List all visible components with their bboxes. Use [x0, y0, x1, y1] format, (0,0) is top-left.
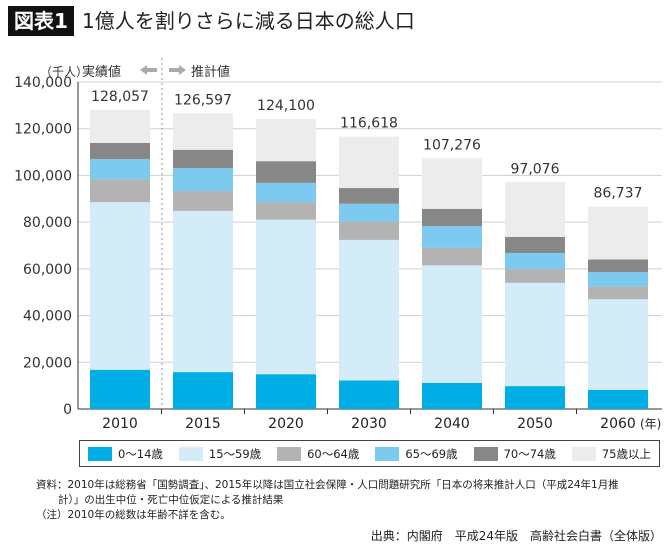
x-unit-label: (年): [640, 417, 661, 431]
bar-segment: [90, 159, 150, 180]
legend-label: 15〜59歳: [208, 446, 262, 461]
legend-swatch: [87, 446, 112, 461]
source-credit: 出典：内閣府 平成24年版 高齢社会白書（全体版）: [370, 529, 662, 543]
x-tick-label: 2030: [351, 416, 387, 432]
bar-segment: [505, 182, 565, 237]
bar-segment: [90, 179, 150, 203]
bar-segment: [588, 286, 648, 300]
y-tick-label: 140,000: [14, 75, 72, 91]
bar-segment: [422, 247, 482, 266]
bar-segment: [505, 282, 565, 387]
bar-segment: [256, 182, 316, 203]
total-label: 97,076: [511, 161, 560, 177]
legend-item: 15〜59歳: [178, 446, 262, 462]
arrow-right-icon: [169, 65, 186, 75]
legend-label: 0〜14歳: [117, 446, 163, 461]
bar-segment: [173, 149, 233, 169]
bar-segment: [422, 226, 482, 248]
notes: 資料：2010年は総務省「国勢調査」、2015年以降は国立社会保障・人口問題研究…: [36, 478, 666, 523]
y-tick-label: 40,000: [23, 309, 72, 325]
bar-segment: [339, 239, 399, 381]
y-tick-label: 0: [63, 402, 72, 418]
bar-segment: [256, 119, 316, 162]
bar-segment: [339, 188, 399, 204]
bar-segment: [422, 382, 482, 409]
bar-segment: [505, 236, 565, 253]
bar-segment: [422, 158, 482, 209]
bar-segment: [505, 252, 565, 270]
legend-item: 70〜74歳: [473, 446, 556, 462]
x-tick-label: 2040: [434, 416, 470, 432]
total-label: 86,737: [594, 185, 643, 201]
bar-segment: [422, 208, 482, 227]
bar-segment: [90, 202, 150, 370]
bar-segment: [339, 203, 399, 222]
y-tick-label: 20,000: [23, 355, 72, 371]
x-tick-label: 2010: [102, 416, 138, 432]
legend-label: 75歳以上: [601, 446, 651, 461]
y-tick-label: 60,000: [23, 262, 72, 278]
bar-segment: [588, 259, 648, 273]
legend-swatch: [178, 446, 203, 461]
total-label: 107,276: [423, 137, 481, 153]
x-tick-label: 2020: [268, 416, 304, 432]
y-unit-label: （千人）: [40, 65, 88, 79]
bar-segment: [173, 210, 233, 373]
bar-segment: [588, 389, 648, 409]
note-source-data-cont: 計）」の出生中位・死亡中位仮定による推計結果: [58, 494, 284, 506]
bar-segment: [173, 168, 233, 192]
total-label: 128,057: [91, 89, 149, 105]
bar-segment: [339, 380, 399, 409]
legend-swatch: [571, 446, 596, 461]
bar-segment: [505, 386, 565, 409]
legend-swatch: [473, 446, 498, 461]
bar-segment: [173, 372, 233, 409]
legend-item: 75歳以上: [571, 446, 651, 462]
legend: 0〜14歳 15〜59歳 60〜64歳 65〜69歳 70〜74歳 75歳以上: [79, 440, 660, 467]
bar-segment: [90, 109, 150, 143]
figure-label: 図表1: [8, 6, 74, 36]
legend-item: 0〜14歳: [87, 446, 163, 462]
legend-item: 65〜69歳: [375, 446, 458, 462]
bar-segment: [422, 265, 482, 383]
bar-segment: [588, 299, 648, 390]
bar-segment: [588, 206, 648, 260]
total-label: 124,100: [257, 98, 315, 114]
y-tick-label: 100,000: [14, 168, 72, 184]
x-tick-label: 2050: [517, 416, 553, 432]
bar-segment: [173, 113, 233, 150]
projected-label: 推計値: [191, 64, 230, 80]
legend-item: 60〜64歳: [277, 446, 359, 462]
bar-segment: [90, 142, 150, 160]
legend-swatch: [277, 446, 302, 461]
total-label: 126,597: [174, 92, 232, 108]
bar-segment: [505, 269, 565, 283]
bar-segment: [588, 272, 648, 287]
bar-segment: [256, 202, 316, 220]
bar-segment: [339, 136, 399, 189]
bar-segment: [173, 191, 233, 211]
bar-segment: [256, 219, 316, 375]
bar-segment: [90, 369, 150, 409]
chart-title: 1億人を割りさらに減る日本の総人口: [82, 9, 415, 33]
x-tick-label: 2060: [600, 416, 636, 432]
y-tick-label: 120,000: [14, 122, 72, 138]
note-source-data: 資料：2010年は総務省「国勢調査」、2015年以降は国立社会保障・人口問題研究…: [36, 479, 619, 491]
legend-swatch: [375, 446, 400, 461]
legend-label: 70〜74歳: [503, 446, 556, 461]
bar-segment: [256, 374, 316, 409]
total-label: 116,618: [340, 116, 398, 132]
arrow-left-icon: [140, 65, 157, 75]
note-caveat: （注）2010年の総数は年齢不詳を含む。: [36, 509, 231, 521]
legend-label: 65〜69歳: [405, 446, 458, 461]
legend-label: 60〜64歳: [307, 446, 360, 461]
bar-segment: [339, 221, 399, 240]
x-tick-label: 2015: [185, 416, 221, 432]
actual-label: 実績値: [82, 64, 121, 80]
bar-segment: [256, 161, 316, 183]
stacked-bar-chart: 0 20,000 40,000 60,000 80,000 100,000 120,000 1…: [14, 58, 662, 432]
y-tick-label: 80,000: [23, 215, 72, 231]
